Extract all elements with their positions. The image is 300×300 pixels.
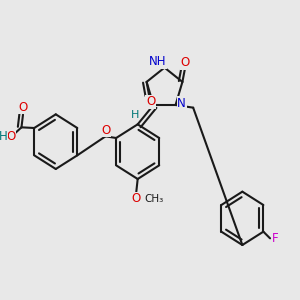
Text: N: N bbox=[177, 97, 186, 110]
Text: O: O bbox=[146, 95, 155, 108]
Text: CH₃: CH₃ bbox=[145, 194, 164, 204]
Text: H: H bbox=[0, 130, 8, 143]
Text: O: O bbox=[18, 101, 28, 114]
Text: O: O bbox=[131, 193, 141, 206]
Text: O: O bbox=[101, 124, 110, 137]
Text: H: H bbox=[130, 110, 139, 120]
Text: NH: NH bbox=[149, 55, 166, 68]
Text: O: O bbox=[180, 56, 190, 69]
Text: F: F bbox=[272, 232, 279, 245]
Text: O: O bbox=[6, 130, 15, 143]
